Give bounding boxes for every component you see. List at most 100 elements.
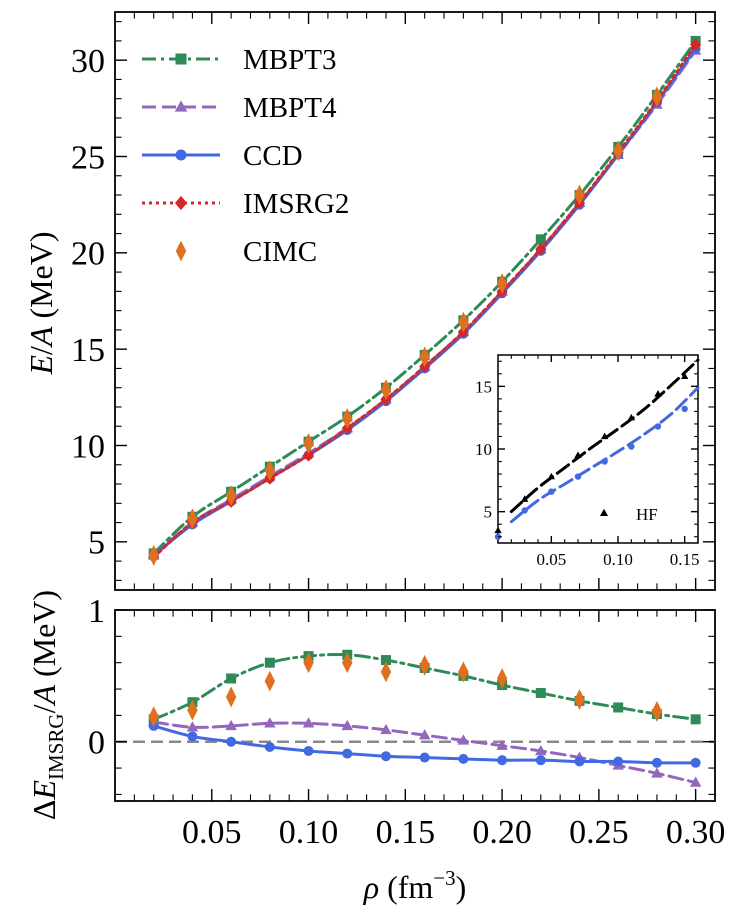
data-point-cimc: [225, 485, 237, 506]
diff-point-ccd: [342, 748, 353, 759]
diff-point-mbpt4: [651, 767, 663, 778]
y-tick-label: 15: [71, 332, 105, 369]
data-point-cimc: [187, 508, 198, 530]
diff-point-mbpt4: [225, 719, 237, 731]
data-point-cimc: [303, 433, 314, 454]
diff-point-mbpt4: [380, 723, 392, 735]
diff-point-ccd: [574, 756, 585, 767]
legend-label-ccd: CCD: [243, 140, 303, 172]
x-tick-label: 0.15: [670, 550, 700, 569]
inset-point-hf: [574, 451, 582, 458]
diff-point-ccd: [419, 752, 430, 763]
x-tick-label: 0.20: [472, 814, 532, 851]
diff-point-ccd: [264, 741, 275, 752]
legend-marker-cimc: [175, 240, 187, 262]
legend: MBPT3 MBPT4 CCD IMSRG2 CIMC: [142, 44, 349, 268]
diff-point-ccd: [187, 731, 198, 742]
y-tick-label: 5: [88, 525, 105, 562]
legend-label-cimc: CIMC: [243, 236, 317, 268]
y-tick-label: 20: [71, 236, 105, 273]
data-point-cimc: [458, 311, 469, 333]
inset-point-blue: [574, 473, 582, 480]
inset-point-blue: [681, 405, 688, 413]
y-tick-label: 30: [71, 43, 105, 80]
diff-point-ccd: [380, 751, 391, 762]
y-tick-label: 15: [475, 377, 492, 396]
diff-point-ccd: [303, 745, 314, 756]
legend-marker-mbpt3: [175, 53, 187, 65]
data-point-cimc: [380, 379, 392, 401]
diff-point-ccd: [651, 757, 662, 768]
x-tick-label: 0.25: [569, 814, 629, 851]
legend-marker-mbpt4: [174, 100, 188, 112]
diff-point-mbpt3: [535, 687, 546, 698]
diff-point-cimc: [574, 689, 585, 710]
y-tick-label: 5: [484, 503, 493, 522]
diff-line-mbpt3: [152, 653, 698, 721]
legend-label-mbpt4: MBPT4: [243, 92, 337, 124]
x-tick-label: 0.30: [666, 814, 726, 851]
diff-point-cimc: [496, 668, 508, 689]
data-point-cimc: [148, 544, 159, 566]
diff-point-ccd: [226, 736, 237, 747]
diff-point-cimc: [148, 706, 159, 728]
diff-point-mbpt4: [264, 717, 276, 728]
x-tick-label: 0.10: [279, 814, 339, 851]
diff-point-mbpt3: [380, 655, 391, 666]
diff-point-ccd: [535, 755, 546, 766]
diff-point-cimc: [651, 701, 663, 722]
y-tick-label: 10: [71, 428, 105, 465]
y-tick-label: 0: [88, 725, 105, 762]
diff-point-mbpt3: [226, 673, 237, 684]
diff-point-ccd: [458, 753, 469, 764]
diff-point-mbpt3: [613, 702, 624, 713]
diff-point-cimc: [380, 661, 392, 683]
diff-point-cimc: [458, 661, 469, 683]
inset-point-hf: [680, 372, 689, 380]
main-plot-frame: [114, 11, 716, 591]
diff-point-cimc: [342, 652, 353, 674]
x-tick-label: 0.05: [182, 814, 242, 851]
diff-plot-frame: [114, 609, 716, 802]
data-point-cimc: [574, 184, 585, 206]
x-axis-label: ρ (fm−3): [363, 866, 467, 905]
diff-point-mbpt3: [690, 714, 701, 725]
data-point-cimc: [419, 346, 430, 368]
data-point-cimc: [264, 460, 276, 481]
inset-point-blue: [548, 488, 555, 495]
data-point-imsrg2: [303, 448, 315, 462]
inset-point-hf: [627, 413, 636, 421]
inset-point-hf: [654, 390, 662, 397]
x-tick-label: 0.10: [603, 550, 633, 569]
inset-legend-marker: [599, 508, 609, 516]
data-point-cimc: [342, 408, 353, 429]
diff-point-mbpt4: [341, 719, 354, 731]
inset-point-blue: [601, 458, 608, 465]
diff-point-mbpt3: [264, 657, 275, 668]
data-point-cimc: [651, 86, 663, 108]
legend-marker-ccd: [175, 149, 187, 161]
diff-point-cimc: [419, 654, 430, 676]
diff-y-axis-label: ΔEIMSRG/A (MeV): [26, 590, 68, 820]
x-tick-label: 0.15: [376, 814, 436, 851]
diff-point-ccd: [613, 756, 624, 767]
inset-point-hf: [600, 432, 609, 440]
data-point-mbpt3: [535, 234, 546, 245]
diff-point-ccd: [497, 755, 508, 766]
legend-label-imsrg2: IMSRG2: [243, 188, 349, 220]
main-y-axis-label: E/A (MeV): [23, 231, 59, 375]
data-point-imsrg2: [690, 38, 702, 52]
diff-point-ccd: [690, 757, 701, 768]
diff-point-mbpt4: [496, 739, 508, 750]
diff-point-cimc: [187, 699, 198, 721]
diff-point-mbpt4: [418, 729, 431, 740]
diff-point-cimc: [264, 670, 276, 692]
inset-point-blue: [628, 443, 635, 450]
diff-point-mbpt4: [302, 717, 315, 728]
inset-legend-label: HF: [636, 505, 658, 524]
inset-point-hf: [494, 526, 502, 534]
y-tick-label: 25: [71, 139, 105, 176]
diff-point-mbpt4: [457, 734, 470, 745]
y-tick-label: 10: [475, 440, 492, 459]
